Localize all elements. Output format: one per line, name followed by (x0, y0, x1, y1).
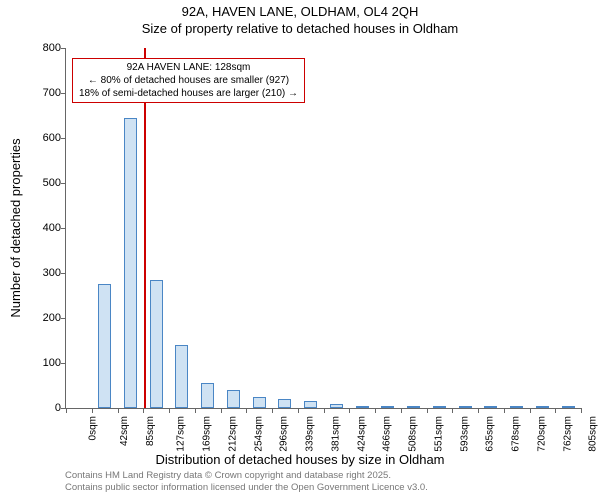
xtick-mark (452, 408, 453, 413)
histogram-bar (536, 406, 549, 408)
xtick-label: 678sqm (511, 416, 522, 452)
histogram-bar (278, 399, 291, 408)
annotation-box: 92A HAVEN LANE: 128sqm← 80% of detached … (72, 58, 305, 103)
xtick-label: 169sqm (202, 416, 213, 452)
x-axis-label: Distribution of detached houses by size … (0, 452, 600, 467)
xtick-mark (555, 408, 556, 413)
chart-plot-area: 01002003004005006007008000sqm42sqm85sqm1… (65, 48, 581, 409)
histogram-bar (562, 406, 575, 408)
chart-container: 92A, HAVEN LANE, OLDHAM, OL4 2QH Size of… (0, 0, 600, 500)
ytick-mark (61, 183, 66, 184)
histogram-bar (381, 406, 394, 408)
ytick-label: 500 (31, 177, 61, 189)
xtick-mark (92, 408, 93, 413)
histogram-bar (407, 406, 420, 408)
xtick-label: 127sqm (176, 416, 187, 452)
xtick-mark (169, 408, 170, 413)
xtick-mark (478, 408, 479, 413)
ytick-label: 800 (31, 42, 61, 54)
ytick-label: 300 (31, 267, 61, 279)
footer-attribution: Contains HM Land Registry data © Crown c… (65, 470, 428, 494)
xtick-label: 339sqm (305, 416, 316, 452)
histogram-bar (124, 118, 137, 408)
histogram-bar (253, 397, 266, 408)
xtick-label: 381sqm (330, 416, 341, 452)
xtick-label: 551sqm (433, 416, 444, 452)
xtick-label: 466sqm (382, 416, 393, 452)
annotation-line-1: 92A HAVEN LANE: 128sqm (79, 61, 298, 74)
title-line-1: 92A, HAVEN LANE, OLDHAM, OL4 2QH (0, 4, 600, 19)
ytick-label: 400 (31, 222, 61, 234)
xtick-mark (375, 408, 376, 413)
ytick-mark (61, 273, 66, 274)
histogram-bar (98, 284, 111, 408)
histogram-bar (227, 390, 240, 408)
xtick-label: 720sqm (536, 416, 547, 452)
xtick-mark (246, 408, 247, 413)
xtick-mark (581, 408, 582, 413)
ytick-mark (61, 48, 66, 49)
footer-line-2: Contains public sector information licen… (65, 482, 428, 494)
xtick-label: 0sqm (87, 416, 98, 440)
xtick-label: 296sqm (279, 416, 290, 452)
xtick-label: 508sqm (408, 416, 419, 452)
ytick-mark (61, 363, 66, 364)
y-axis-label: Number of detached properties (8, 138, 23, 317)
xtick-mark (401, 408, 402, 413)
histogram-bar (484, 406, 497, 408)
xtick-mark (221, 408, 222, 413)
xtick-label: 85sqm (145, 416, 156, 446)
xtick-mark (427, 408, 428, 413)
ytick-label: 600 (31, 132, 61, 144)
footer-line-1: Contains HM Land Registry data © Crown c… (65, 470, 428, 482)
ytick-mark (61, 318, 66, 319)
histogram-bar (201, 383, 214, 408)
histogram-bar (356, 406, 369, 408)
xtick-label: 805sqm (588, 416, 599, 452)
annotation-line-2: ← 80% of detached houses are smaller (92… (79, 74, 298, 87)
ytick-label: 100 (31, 357, 61, 369)
histogram-bar (459, 406, 472, 408)
histogram-bar (433, 406, 446, 408)
ytick-label: 700 (31, 87, 61, 99)
xtick-label: 762sqm (562, 416, 573, 452)
ytick-mark (61, 138, 66, 139)
histogram-bar (175, 345, 188, 408)
xtick-mark (504, 408, 505, 413)
xtick-mark (530, 408, 531, 413)
xtick-label: 254sqm (253, 416, 264, 452)
histogram-bar (150, 280, 163, 408)
xtick-label: 635sqm (485, 416, 496, 452)
ytick-label: 200 (31, 312, 61, 324)
histogram-bar (304, 401, 317, 408)
ytick-mark (61, 93, 66, 94)
xtick-mark (324, 408, 325, 413)
xtick-label: 42sqm (119, 416, 130, 446)
xtick-label: 424sqm (356, 416, 367, 452)
title-block: 92A, HAVEN LANE, OLDHAM, OL4 2QH Size of… (0, 4, 600, 36)
xtick-label: 593sqm (459, 416, 470, 452)
xtick-mark (66, 408, 67, 413)
annotation-line-3: 18% of semi-detached houses are larger (… (79, 87, 298, 100)
ytick-mark (61, 228, 66, 229)
xtick-mark (143, 408, 144, 413)
xtick-label: 212sqm (227, 416, 238, 452)
xtick-mark (195, 408, 196, 413)
histogram-bar (330, 404, 343, 409)
xtick-mark (349, 408, 350, 413)
xtick-mark (298, 408, 299, 413)
xtick-mark (272, 408, 273, 413)
title-line-2: Size of property relative to detached ho… (0, 21, 600, 36)
xtick-mark (118, 408, 119, 413)
ytick-label: 0 (31, 402, 61, 414)
histogram-bar (510, 406, 523, 408)
